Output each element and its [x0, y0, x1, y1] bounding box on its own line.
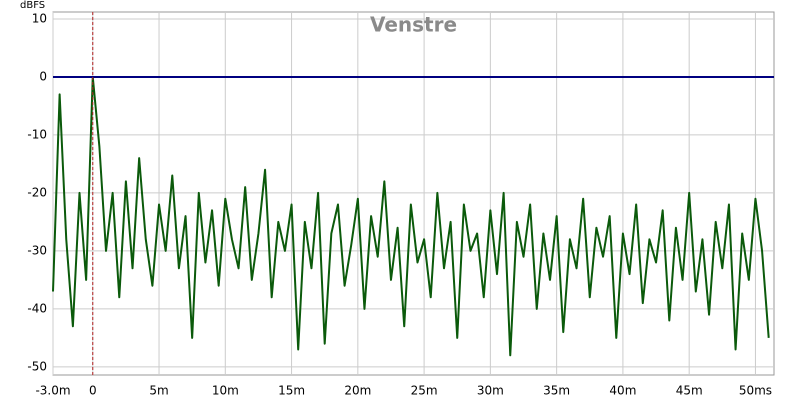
- x-tick-label: 10m: [212, 384, 239, 398]
- x-tick-label: 15m: [278, 384, 305, 398]
- x-tick-label: 25m: [411, 384, 438, 398]
- x-tick-label: 20m: [344, 384, 371, 398]
- y-tick-label: 10: [32, 11, 47, 25]
- x-tick-label: 0: [89, 384, 97, 398]
- data-line: [52, 75, 770, 357]
- y-tick-label: -10: [27, 127, 47, 141]
- x-tick-label: 5m: [149, 384, 168, 398]
- x-tick-label: 35m: [543, 384, 570, 398]
- x-tick-label: 40m: [609, 384, 636, 398]
- y-tick-label: -40: [27, 301, 47, 315]
- y-tick-label: 0: [39, 69, 47, 83]
- x-tick-label: 45m: [676, 384, 703, 398]
- y-unit: dBFS: [20, 0, 45, 11]
- y-tick-label: -30: [27, 243, 47, 257]
- x-tick-label: 30m: [477, 384, 504, 398]
- plot-area: [52, 11, 775, 376]
- x-tick-label: -3.0m: [35, 384, 70, 398]
- x-tick-label: 50ms: [739, 384, 772, 398]
- chart-title: Venstre: [370, 13, 457, 37]
- y-tick-label: -20: [27, 185, 47, 199]
- y-tick-label: -50: [27, 359, 47, 373]
